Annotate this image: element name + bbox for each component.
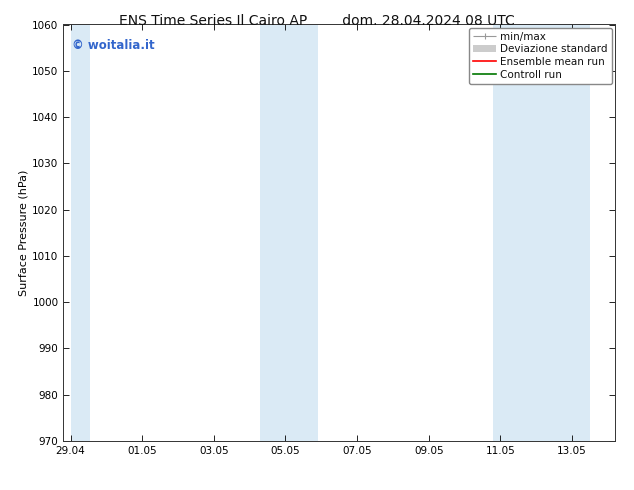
Legend: min/max, Deviazione standard, Ensemble mean run, Controll run: min/max, Deviazione standard, Ensemble m… xyxy=(469,27,612,84)
Text: © woitalia.it: © woitalia.it xyxy=(72,39,154,52)
Bar xyxy=(70,24,90,441)
Bar xyxy=(261,24,318,441)
Bar xyxy=(493,24,590,441)
Text: ENS Time Series Il Cairo AP        dom. 28.04.2024 08 UTC: ENS Time Series Il Cairo AP dom. 28.04.2… xyxy=(119,14,515,28)
Y-axis label: Surface Pressure (hPa): Surface Pressure (hPa) xyxy=(18,170,28,296)
